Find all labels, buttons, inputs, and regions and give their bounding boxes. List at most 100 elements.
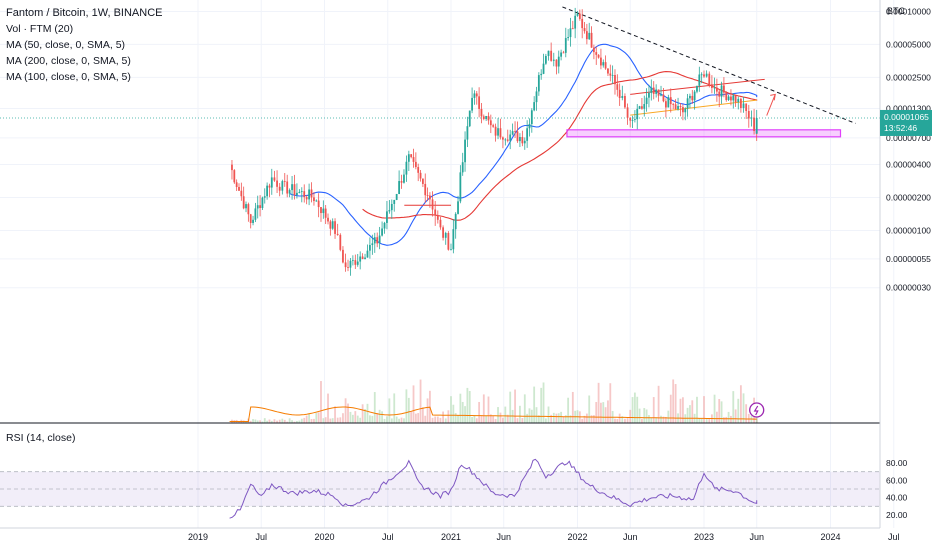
volume-bar (547, 406, 550, 423)
volume-bar (303, 417, 306, 423)
candle-body (742, 103, 745, 109)
volume-bar (373, 392, 376, 423)
candle-body (514, 131, 516, 132)
candle-body (459, 172, 462, 202)
candle-body (700, 74, 703, 76)
volume-bar (555, 413, 558, 423)
candle-body (607, 68, 609, 74)
candle-body (655, 89, 658, 94)
candle-body (315, 200, 318, 202)
candle-body (708, 73, 711, 85)
candle-body (590, 32, 593, 48)
candle-body (652, 87, 655, 94)
candle-body (494, 126, 497, 136)
volume-bar (421, 407, 424, 423)
candle-body (300, 191, 303, 192)
volume-bar (590, 415, 593, 423)
volume-bar (320, 381, 322, 423)
candle-body (567, 37, 570, 39)
x-tick-label: Jun (749, 532, 764, 542)
volume-bar (523, 394, 526, 423)
candle-body (638, 106, 641, 109)
volume-bar (506, 414, 509, 423)
volume-bar (268, 419, 271, 423)
x-tick-label: Jun (623, 532, 638, 542)
candle-body (336, 233, 339, 235)
volume-bar (347, 403, 349, 423)
candle-body (366, 250, 369, 258)
volume-bar (259, 420, 261, 423)
candle-body (720, 85, 723, 97)
candle-body (542, 63, 545, 74)
volume-bar (371, 415, 374, 423)
volume-bar (718, 399, 721, 423)
candle-body (293, 184, 296, 196)
candle-body (283, 181, 286, 182)
y-tick-label: 0.00005000 (886, 39, 931, 49)
volume-bar (356, 415, 359, 423)
candle-body (303, 191, 306, 198)
volume-bar (342, 413, 344, 423)
volume-bar (535, 407, 538, 423)
volume-bar (300, 418, 303, 423)
candle-body (259, 205, 261, 209)
volume-bar (419, 379, 422, 423)
volume-bar (369, 415, 371, 423)
candle-body (466, 126, 469, 140)
candle-body (320, 207, 322, 214)
volume-bar (383, 418, 386, 423)
candle-body (291, 184, 293, 191)
candle-body (254, 208, 257, 220)
volume-bar (364, 409, 366, 423)
candle-body (485, 115, 488, 119)
x-tick-label: Jun (496, 532, 511, 542)
volume-bar (730, 415, 732, 423)
volume-bar (317, 412, 320, 423)
volume-bar (533, 386, 536, 423)
volume-bar (434, 416, 437, 423)
volume-bar (412, 385, 415, 423)
y-tick-label: 0.00000700 (886, 133, 931, 143)
candle-body (631, 119, 634, 121)
volume-bar (739, 385, 742, 423)
candle-body (583, 28, 586, 32)
volume-bar (431, 417, 434, 423)
volume-bar (439, 417, 442, 423)
candle-body (351, 260, 354, 261)
candle-body (305, 197, 308, 200)
candle-body (373, 237, 376, 244)
candle-body (723, 85, 725, 93)
volume-bar (414, 413, 417, 423)
volume-bar (293, 421, 296, 423)
volume-bar (482, 394, 485, 423)
legend: Fantom / Bitcoin, 1W, BINANCE Vol · FTM … (6, 5, 163, 85)
volume-bar (398, 418, 401, 423)
volume-bar (629, 409, 632, 423)
candle-body (450, 249, 452, 251)
volume-bar (504, 406, 507, 423)
candle-body (560, 52, 563, 57)
volume-bar (592, 415, 595, 423)
volume-bars (231, 379, 758, 423)
volume-bar (327, 393, 329, 423)
candle-body (424, 183, 427, 196)
candle-body (452, 229, 455, 250)
volume-bar (296, 421, 298, 423)
volume-bar (480, 415, 483, 423)
volume-bar (521, 418, 524, 423)
candle-body (734, 95, 737, 103)
rsi-tick-label: 80.00 (886, 458, 908, 468)
x-tick-label: 2024 (820, 532, 840, 542)
volume-bar (626, 418, 629, 423)
candle-body (281, 181, 284, 191)
volume-bar (499, 412, 502, 423)
candle-body (753, 117, 755, 131)
volume-bar (450, 396, 452, 423)
volume-bar (281, 418, 284, 423)
candle-body (447, 232, 450, 250)
volume-bar (631, 397, 634, 423)
volume-bar (616, 418, 619, 423)
candle-body (412, 157, 415, 162)
volume-bar (542, 382, 545, 423)
